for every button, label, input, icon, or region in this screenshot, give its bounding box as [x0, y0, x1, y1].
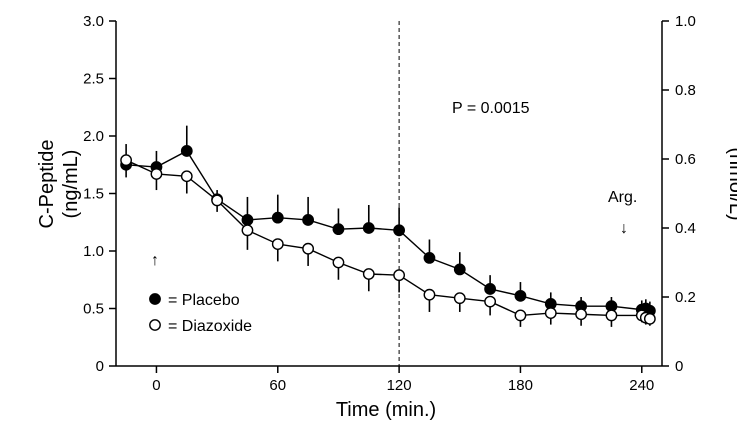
data-point [484, 295, 497, 308]
y2-tick-label: 0.6 [675, 151, 696, 168]
data-point [332, 223, 345, 236]
data-point [241, 224, 254, 237]
data-point [453, 263, 466, 276]
y-tick-label: 1.0 [83, 243, 104, 260]
data-point [180, 170, 193, 183]
series-line [126, 150, 651, 312]
data-point [211, 194, 224, 207]
x-tick-label: 180 [508, 377, 533, 394]
data-point [241, 214, 254, 226]
data-point [423, 251, 436, 264]
x-tick-label: 240 [629, 377, 654, 394]
y-tick-label: 1.5 [83, 186, 104, 203]
data-point [575, 308, 588, 321]
y-tick-label: 2.5 [83, 71, 104, 88]
arg-annotation: Arg. [608, 189, 637, 206]
data-point [332, 256, 345, 269]
y-tick-label: 2.0 [83, 128, 104, 145]
y-tick-label: 3.0 [83, 13, 104, 30]
legend-label: = Diazoxide [168, 318, 252, 335]
y-tick-label: 0.5 [83, 301, 104, 318]
data-point [484, 283, 497, 295]
y2-tick-label: 0.8 [675, 82, 696, 99]
legend-item: = Diazoxide [149, 318, 252, 335]
y2-ticks: 0 0.2 0.4 0.6 0.8 1.0 [662, 13, 696, 375]
series-group [120, 125, 656, 327]
y-axis-label-line1: C-Peptide [36, 140, 58, 229]
x-tick-label: 120 [387, 377, 412, 394]
legend: = Placebo = Diazoxide [149, 292, 252, 335]
x-ticks: 0 60 120 180 240 [152, 366, 654, 394]
data-point [544, 307, 557, 319]
legend-label: = Placebo [168, 292, 240, 309]
y-tick-label: 0 [96, 358, 104, 375]
x-axis-label: Time (min.) [336, 399, 436, 421]
data-point [302, 242, 315, 255]
data-point [362, 268, 375, 280]
data-point [605, 309, 618, 322]
y-axis-label-line2: (ng/mL) [60, 150, 82, 219]
data-point [393, 224, 406, 237]
legend-marker [149, 293, 161, 305]
data-point [423, 288, 436, 301]
data-point [514, 309, 527, 322]
p-value-annotation: P = 0.0015 [452, 100, 530, 117]
y2-axis-label: (nmol/L) [725, 147, 737, 220]
data-point [180, 145, 193, 157]
start-arrow-icon: ↑ [151, 252, 159, 269]
arg-arrow-icon: ↓ [620, 220, 628, 237]
y-axis-label: C-Peptide (ng/mL) [36, 140, 82, 229]
data-point [453, 292, 466, 305]
y-ticks: 0 0.5 1.0 1.5 2.0 2.5 3.0 [83, 13, 116, 375]
data-point [271, 238, 284, 251]
y2-tick-label: 0.2 [675, 289, 696, 306]
series-diazoxide [120, 154, 656, 327]
data-point [120, 154, 133, 167]
data-point [393, 269, 406, 282]
data-point [302, 214, 315, 226]
data-point [643, 312, 656, 325]
data-point [362, 222, 375, 234]
x-tick-label: 60 [269, 377, 286, 394]
legend-item: = Placebo [149, 292, 240, 309]
y2-tick-label: 0 [675, 358, 683, 375]
legend-marker [149, 319, 161, 331]
y2-tick-label: 1.0 [675, 13, 696, 30]
y2-tick-label: 0.4 [675, 220, 696, 237]
series-placebo [120, 125, 656, 317]
data-point [271, 211, 284, 224]
x-tick-label: 0 [152, 377, 160, 394]
data-point [514, 289, 527, 302]
data-point [150, 168, 163, 180]
